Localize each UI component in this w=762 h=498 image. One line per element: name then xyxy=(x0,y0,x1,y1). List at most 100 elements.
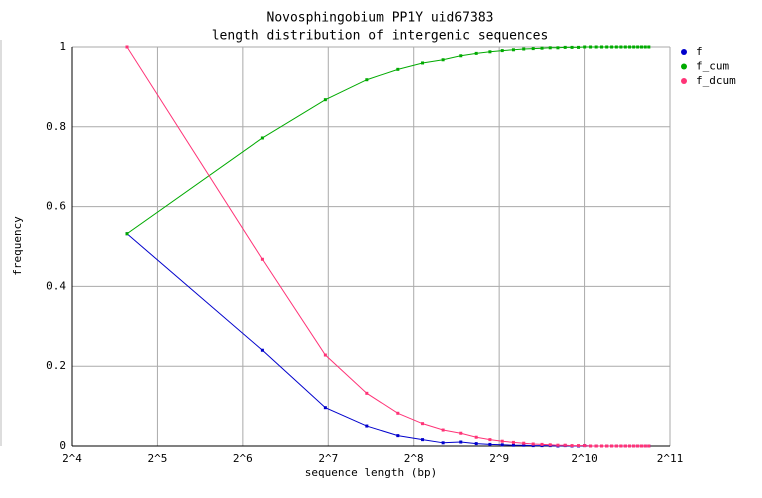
data-point xyxy=(500,49,504,53)
data-point xyxy=(589,45,593,49)
data-point xyxy=(474,435,478,439)
data-point xyxy=(421,61,425,65)
data-point xyxy=(125,232,129,236)
data-point xyxy=(605,444,609,448)
legend-label: f xyxy=(696,45,703,58)
data-point xyxy=(522,441,526,445)
data-point xyxy=(488,50,492,54)
data-point xyxy=(459,54,463,58)
data-point xyxy=(488,442,492,446)
x-tick-label: 2^11 xyxy=(657,452,684,465)
data-point xyxy=(540,46,544,50)
data-point xyxy=(522,443,526,447)
data-point xyxy=(323,98,327,102)
data-point xyxy=(396,434,400,438)
data-point xyxy=(570,45,574,49)
legend-label: f_dcum xyxy=(696,74,736,87)
legend-label: f_cum xyxy=(696,60,729,73)
data-point xyxy=(421,422,425,426)
data-point xyxy=(628,45,632,49)
data-point xyxy=(125,45,129,49)
data-point xyxy=(500,439,504,443)
data-point xyxy=(619,45,623,49)
data-point xyxy=(563,45,567,49)
data-point xyxy=(643,45,647,49)
data-point xyxy=(459,440,463,444)
data-point xyxy=(365,424,369,428)
data-point xyxy=(636,45,640,49)
data-point xyxy=(594,444,598,448)
y-tick-label: 0.2 xyxy=(46,359,66,372)
data-point xyxy=(619,444,623,448)
data-point xyxy=(441,58,445,62)
data-point xyxy=(639,444,643,448)
data-point xyxy=(577,444,581,448)
data-point xyxy=(396,411,400,415)
data-point xyxy=(594,45,598,49)
data-point xyxy=(540,442,544,446)
data-point xyxy=(421,438,425,442)
x-tick-label: 2^7 xyxy=(318,452,338,465)
data-point xyxy=(548,443,552,447)
chart-title: Novosphingobium PP1Y uid67383 xyxy=(267,11,494,26)
data-point xyxy=(556,443,560,447)
legend-marker xyxy=(681,49,687,55)
data-point xyxy=(643,444,647,448)
data-point xyxy=(647,45,651,49)
data-point xyxy=(570,444,574,448)
data-point xyxy=(511,443,515,447)
data-point xyxy=(323,406,327,410)
data-point xyxy=(365,78,369,82)
data-point xyxy=(563,443,567,447)
data-point xyxy=(531,444,535,448)
data-point xyxy=(636,444,640,448)
data-point xyxy=(628,444,632,448)
data-point xyxy=(396,67,400,71)
x-tick-label: 2^9 xyxy=(489,452,509,465)
data-point xyxy=(260,348,264,352)
data-point xyxy=(548,46,552,50)
data-point xyxy=(623,444,627,448)
data-point xyxy=(323,353,327,357)
legend-marker xyxy=(681,78,687,84)
data-point xyxy=(459,431,463,435)
data-point xyxy=(260,257,264,261)
data-point xyxy=(441,428,445,432)
data-point xyxy=(531,47,535,51)
data-point xyxy=(614,444,618,448)
data-point xyxy=(632,444,636,448)
x-tick-label: 2^4 xyxy=(62,452,82,465)
data-point xyxy=(632,45,636,49)
data-point xyxy=(500,443,504,447)
data-point xyxy=(474,51,478,55)
data-point xyxy=(488,438,492,442)
data-point xyxy=(639,45,643,49)
legend-marker xyxy=(681,63,687,70)
data-point xyxy=(511,48,515,52)
data-point xyxy=(605,45,609,49)
data-point xyxy=(365,391,369,395)
data-point xyxy=(522,47,526,51)
data-point xyxy=(589,444,593,448)
chart-subtitle: length distribution of intergenic sequen… xyxy=(212,29,549,44)
data-point xyxy=(583,444,587,448)
data-point xyxy=(623,45,627,49)
data-point xyxy=(647,444,651,448)
x-axis-label: sequence length (bp) xyxy=(305,466,437,479)
y-tick-label: 1 xyxy=(59,40,66,53)
data-point xyxy=(600,45,604,49)
x-tick-label: 2^10 xyxy=(571,452,598,465)
y-tick-label: 0.6 xyxy=(46,200,66,213)
data-point xyxy=(556,46,560,50)
y-tick-label: 0.8 xyxy=(46,120,66,133)
data-point xyxy=(441,441,445,445)
y-tick-label: 0 xyxy=(59,439,66,452)
data-point xyxy=(610,45,614,49)
data-point xyxy=(511,440,515,444)
data-point xyxy=(474,442,478,446)
data-point xyxy=(614,45,618,49)
data-point xyxy=(260,136,264,140)
x-tick-label: 2^6 xyxy=(233,452,253,465)
data-point xyxy=(610,444,614,448)
